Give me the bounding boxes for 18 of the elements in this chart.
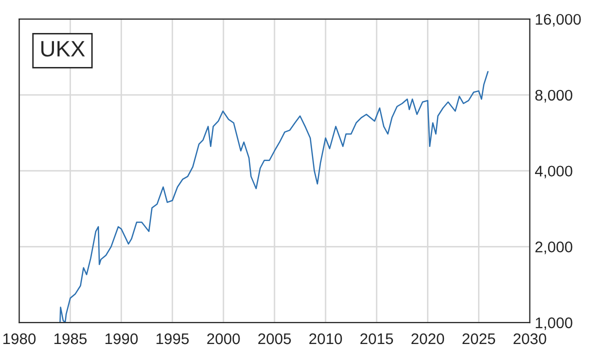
x-tick-label: 2015 [360, 333, 393, 344]
x-tick-label: 2020 [411, 333, 444, 344]
x-tick-label: 2000 [207, 333, 240, 344]
x-tick-label: 2030 [514, 333, 546, 344]
annotation: UKX [41, 41, 85, 57]
x-tick-label: 1985 [54, 333, 87, 344]
x-tick-label: 2025 [462, 333, 496, 344]
line-series [59, 71, 489, 323]
x-tick-label: 2010 [309, 333, 342, 344]
x-tick-label: 1980 [3, 333, 36, 344]
y-tick-label: 2,000 [535, 242, 572, 254]
x-tick-label: 1990 [105, 333, 138, 344]
y-tick-label: 8,000 [535, 90, 572, 102]
y-tick-label: 4,000 [535, 166, 572, 178]
y-tick-label: 16,000 [536, 14, 581, 27]
x-tick-label: 2005 [258, 333, 291, 344]
y-tick-label: 1,000 [536, 317, 572, 330]
x-tick-label: 1995 [156, 333, 189, 344]
